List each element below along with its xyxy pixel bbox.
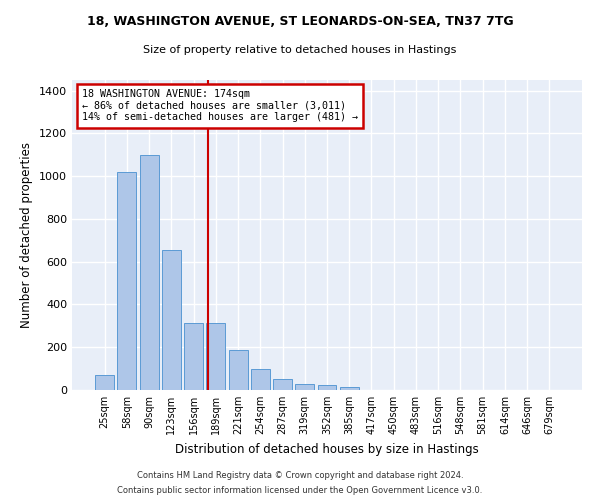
Bar bbox=[317, 384, 337, 390]
Text: 18, WASHINGTON AVENUE, ST LEONARDS-ON-SEA, TN37 7TG: 18, WASHINGTON AVENUE, ST LEONARDS-ON-SE… bbox=[86, 15, 514, 28]
Bar bbox=[295, 384, 314, 390]
Bar bbox=[184, 322, 203, 390]
X-axis label: Distribution of detached houses by size in Hastings: Distribution of detached houses by size … bbox=[175, 442, 479, 456]
Bar bbox=[273, 380, 292, 390]
Bar bbox=[251, 368, 270, 390]
Bar bbox=[162, 250, 181, 390]
Text: Size of property relative to detached houses in Hastings: Size of property relative to detached ho… bbox=[143, 45, 457, 55]
Y-axis label: Number of detached properties: Number of detached properties bbox=[20, 142, 34, 328]
Bar bbox=[118, 172, 136, 390]
Text: Contains HM Land Registry data © Crown copyright and database right 2024.: Contains HM Land Registry data © Crown c… bbox=[137, 471, 463, 480]
Bar bbox=[140, 155, 158, 390]
Bar bbox=[229, 350, 248, 390]
Text: Contains public sector information licensed under the Open Government Licence v3: Contains public sector information licen… bbox=[118, 486, 482, 495]
Text: 18 WASHINGTON AVENUE: 174sqm
← 86% of detached houses are smaller (3,011)
14% of: 18 WASHINGTON AVENUE: 174sqm ← 86% of de… bbox=[82, 90, 358, 122]
Bar bbox=[340, 387, 359, 390]
Bar bbox=[206, 322, 225, 390]
Bar bbox=[95, 375, 114, 390]
